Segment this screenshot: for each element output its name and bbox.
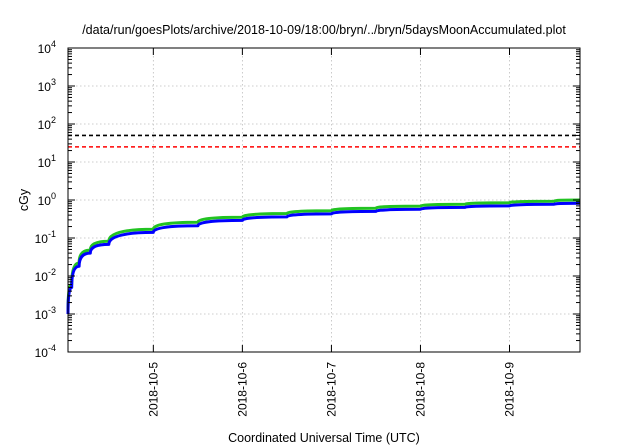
series-lines <box>66 198 581 315</box>
y-tick-label: 101 <box>38 153 56 170</box>
y-tick-label: 10-4 <box>35 343 56 360</box>
chart-title: /data/run/goesPlots/archive/2018-10-09/1… <box>82 23 566 37</box>
y-tick-label: 100 <box>38 191 56 208</box>
y-tick-label: 103 <box>38 77 56 94</box>
x-ticks: 2018-10-5 2018-10-6 2018-10-7 2018-10-8 2018… <box>146 48 517 417</box>
x-tick-label: 2018-10-8 <box>413 362 427 417</box>
y-tick-label: 10-3 <box>35 305 56 322</box>
series-line <box>66 198 581 312</box>
y-tick-label: 104 <box>38 39 56 56</box>
x-axis-label: Coordinated Universal Time (UTC) <box>228 431 420 445</box>
y-tick-label: 102 <box>38 115 56 132</box>
y-tick-label: 10-2 <box>35 267 56 284</box>
x-tick-label: 2018-10-9 <box>503 362 517 417</box>
thresholds <box>68 134 580 148</box>
x-tick-label: 2018-10-5 <box>146 362 160 417</box>
grid <box>68 48 580 352</box>
x-tick-label: 2018-10-6 <box>235 362 249 417</box>
series-line <box>66 201 581 315</box>
y-ticks: 10-4 10-3 10-2 10-1 100 101 102 103 104 <box>35 39 580 360</box>
y-axis-label: cGy <box>17 188 31 211</box>
y-tick-label: 10-1 <box>35 229 56 246</box>
x-tick-label: 2018-10-7 <box>324 362 338 417</box>
